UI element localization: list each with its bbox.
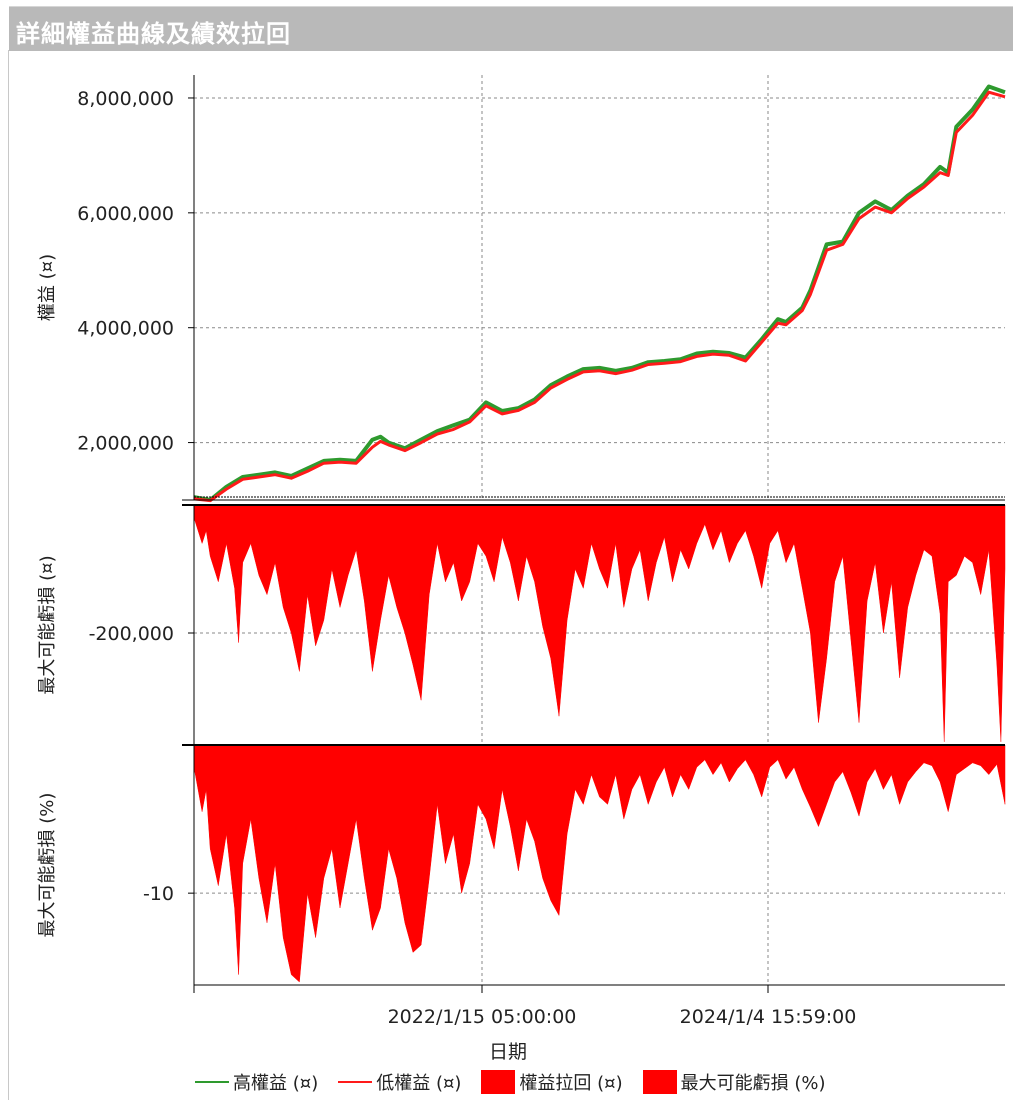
drawdown-pct-area (193, 744, 1006, 983)
frame-left-border (8, 50, 9, 1100)
legend-item-low-equity: 低權益 (¤) (338, 1069, 461, 1095)
legend-item-high-equity: 高權益 (¤) (195, 1069, 318, 1095)
legend-label: 高權益 (¤) (233, 1073, 319, 1094)
legend-item-equity-drawdown: 權益拉回 (¤) (481, 1069, 623, 1095)
series-line-low-equity (193, 90, 1006, 503)
drawdown-area (193, 504, 1006, 742)
window-title-bar: 詳細權益曲線及績效拉回 (9, 6, 1013, 51)
legend-label: 低權益 (¤) (376, 1073, 462, 1094)
y-axis-label: 最大可能虧損 (%) (37, 793, 58, 938)
series-line-high-equity (193, 84, 1006, 502)
y-axis-label: 權益 (¤) (37, 254, 58, 321)
x-tick-label: 2022/1/15 05:00:00 (388, 1006, 577, 1028)
chart-legend: 高權益 (¤) 低權益 (¤) 權益拉回 (¤) 最大可能虧損 (%) (195, 1069, 846, 1095)
y-tick-label: 6,000,000 (77, 203, 174, 225)
legend-item-max-loss-pct: 最大可能虧損 (%) (642, 1069, 826, 1095)
legend-swatch-high-equity (195, 1081, 229, 1083)
y-tick-label: 4,000,000 (77, 318, 174, 340)
x-tick-label: 2024/1/4 15:59:00 (680, 1006, 857, 1028)
legend-swatch-equity-drawdown (481, 1070, 516, 1094)
x-axis-label: 日期 (489, 1041, 527, 1063)
y-tick-label: 8,000,000 (77, 88, 174, 110)
y-tick-label: -200,000 (89, 623, 174, 645)
legend-swatch-low-equity (338, 1081, 373, 1083)
y-tick-label: -10 (143, 883, 174, 905)
legend-label: 權益拉回 (¤) (519, 1073, 623, 1094)
y-axis-label: 最大可能虧損 (¤) (37, 555, 58, 694)
legend-swatch-max-loss-pct (642, 1070, 677, 1094)
y-tick-label: 2,000,000 (77, 433, 174, 455)
window-title: 詳細權益曲線及績效拉回 (16, 20, 291, 48)
legend-label: 最大可能虧損 (%) (680, 1073, 826, 1094)
